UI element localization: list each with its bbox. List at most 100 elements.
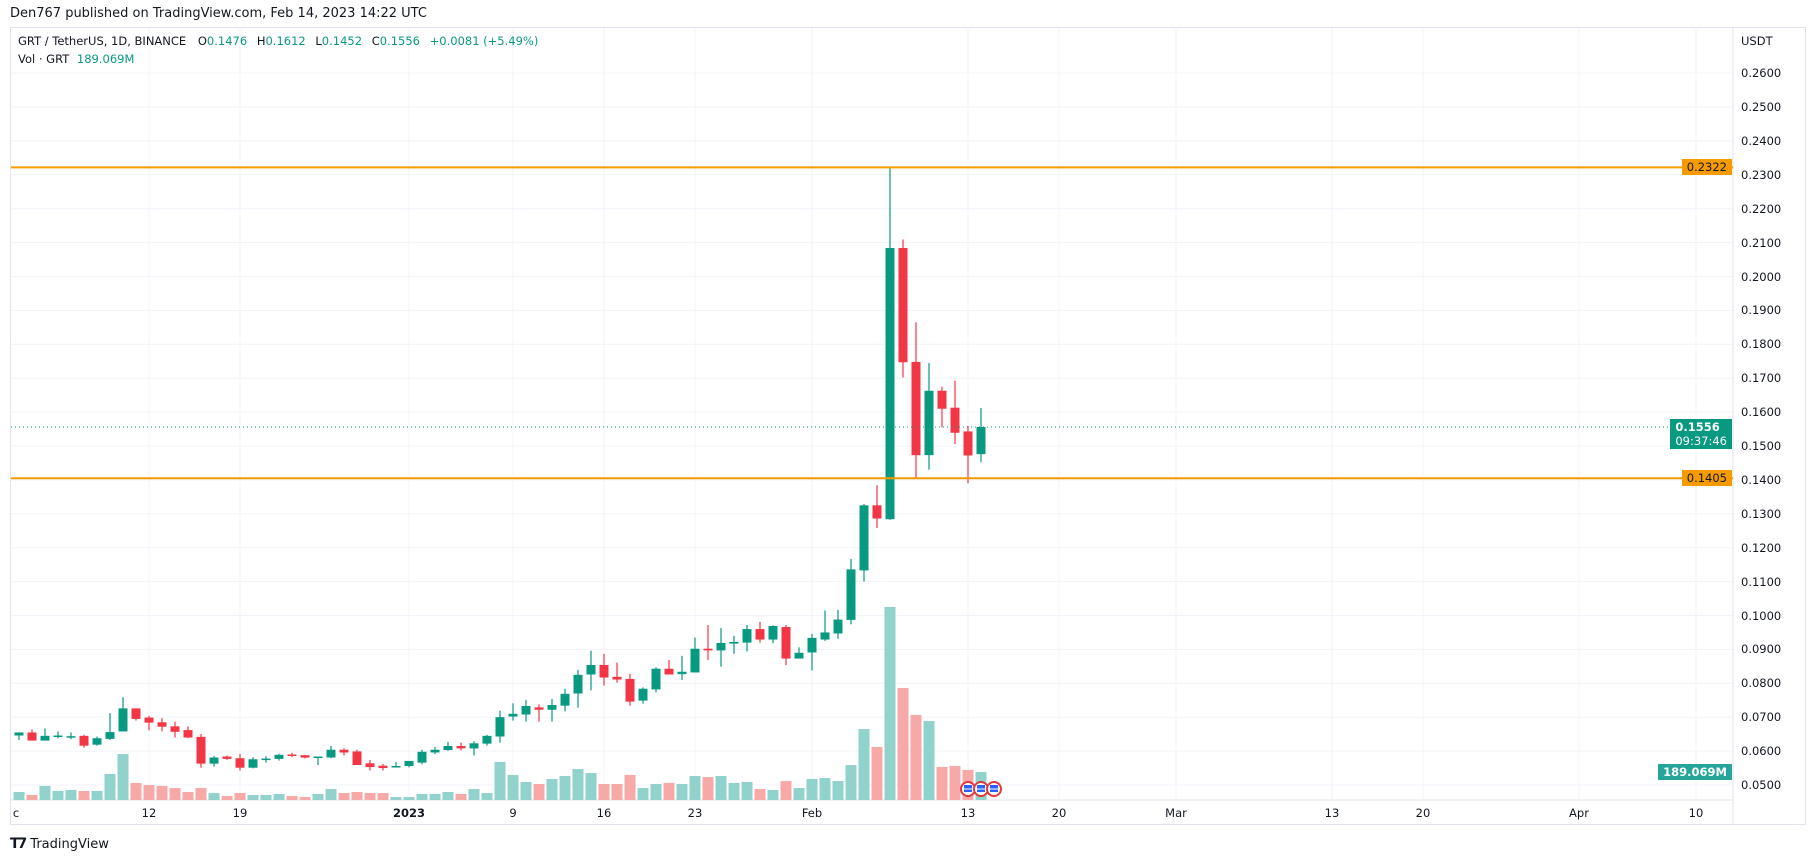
us-flag-event-icon[interactable] bbox=[973, 781, 989, 797]
candle-down bbox=[196, 736, 206, 764]
candle-up bbox=[820, 632, 830, 640]
candle-down bbox=[937, 390, 947, 409]
change-value: +0.0081 (+5.49%) bbox=[429, 34, 539, 48]
volume-bar bbox=[416, 793, 428, 800]
volume-bar bbox=[182, 792, 194, 800]
volume-bar bbox=[442, 792, 454, 800]
candle-up bbox=[495, 717, 505, 737]
time-tick-label: 20 bbox=[1051, 806, 1067, 820]
candle-down bbox=[755, 629, 765, 640]
candle-up bbox=[430, 749, 440, 753]
footer-brand[interactable]: T7 TradingView bbox=[10, 836, 109, 852]
volume-bar bbox=[39, 785, 51, 800]
candle-down bbox=[27, 732, 37, 741]
price-tick-label: 0.1200 bbox=[1741, 540, 1782, 555]
volume-bar bbox=[676, 784, 688, 800]
volume-value: 189.069M bbox=[76, 52, 135, 66]
volume-bar bbox=[884, 606, 896, 800]
candle-down bbox=[235, 758, 245, 768]
volume-legend: Vol · GRT 189.069M bbox=[18, 52, 134, 66]
volume-bar bbox=[299, 797, 311, 800]
horizontal-lines bbox=[11, 166, 1733, 480]
volume-bar bbox=[52, 790, 64, 800]
volume-label[interactable]: Vol · GRT bbox=[18, 52, 70, 66]
symbol-title[interactable]: GRT / TetherUS, 1D, BINANCE bbox=[18, 34, 187, 48]
volume-bars bbox=[13, 606, 987, 800]
volume-bar bbox=[481, 793, 493, 800]
last-price-tag: 0.1556 09:37:46 bbox=[1670, 419, 1732, 450]
candle-down bbox=[157, 722, 167, 727]
candle-down bbox=[963, 431, 973, 456]
candle-up bbox=[547, 704, 557, 710]
currency-label: USDT bbox=[1741, 34, 1773, 48]
volume-bar bbox=[520, 781, 532, 800]
volume-bar bbox=[741, 781, 753, 800]
close-value: 0.1556 bbox=[379, 34, 420, 48]
candle-up bbox=[105, 732, 115, 739]
volume-bar bbox=[273, 793, 285, 800]
candle-down bbox=[599, 664, 609, 678]
candle-down bbox=[950, 407, 960, 433]
price-tick-label: 0.1000 bbox=[1741, 608, 1782, 623]
candle-down bbox=[222, 756, 232, 759]
time-tick-label: 20 bbox=[1415, 806, 1431, 820]
time-tick-label: Mar bbox=[1165, 806, 1187, 820]
candle-up bbox=[976, 427, 986, 455]
candle-up bbox=[14, 732, 24, 736]
time-tick-label: 13 bbox=[960, 806, 976, 820]
candle-up bbox=[404, 760, 414, 767]
open-value: 0.1476 bbox=[206, 34, 248, 48]
volume-bar bbox=[104, 773, 116, 800]
price-tick-label: 0.1600 bbox=[1741, 405, 1782, 420]
volume-tag: 189.069M bbox=[1658, 763, 1732, 780]
volume-bar bbox=[910, 714, 922, 800]
time-tick-label: Feb bbox=[801, 806, 823, 820]
volume-bar bbox=[767, 789, 779, 800]
open-label: O bbox=[197, 34, 207, 48]
candle-down bbox=[339, 749, 349, 753]
candle-up bbox=[885, 248, 895, 520]
volume-bar bbox=[533, 784, 545, 800]
volume-bar bbox=[312, 793, 324, 800]
candle-up bbox=[924, 390, 934, 456]
volume-bar bbox=[624, 774, 636, 800]
candle-up bbox=[742, 629, 752, 643]
candle-up bbox=[521, 706, 531, 715]
candle-up bbox=[391, 766, 401, 768]
high-label: H bbox=[256, 34, 266, 48]
volume-bar bbox=[221, 796, 233, 800]
candle-up bbox=[118, 708, 128, 732]
candle-down bbox=[352, 751, 362, 765]
volume-bar bbox=[819, 778, 831, 800]
price-tick-label: 0.1300 bbox=[1741, 506, 1782, 521]
volume-bar bbox=[806, 778, 818, 800]
volume-bar bbox=[143, 785, 155, 800]
candle-down bbox=[456, 746, 466, 749]
candle-down bbox=[183, 730, 193, 738]
volume-bar bbox=[923, 721, 935, 800]
candle-down bbox=[703, 648, 713, 651]
candle-up bbox=[313, 756, 323, 759]
time-tick-label: 2023 bbox=[392, 806, 426, 820]
candle-up bbox=[690, 648, 700, 673]
volume-bar bbox=[728, 782, 740, 800]
us-flag-event-icon[interactable] bbox=[960, 781, 976, 797]
candle-down bbox=[131, 708, 141, 719]
candle-up bbox=[417, 751, 427, 763]
candle-up bbox=[40, 735, 50, 741]
low-label: L bbox=[315, 34, 322, 48]
volume-bar bbox=[715, 776, 727, 800]
time-tick-label: 23 bbox=[687, 806, 703, 820]
volume-bar bbox=[936, 766, 948, 800]
candle-down bbox=[287, 754, 297, 756]
volume-bar bbox=[78, 790, 90, 800]
time-tick-label: 12 bbox=[141, 806, 157, 820]
volume-bar bbox=[611, 784, 623, 800]
time-tick-label: 16 bbox=[596, 806, 612, 820]
price-tick-label: 0.2000 bbox=[1741, 269, 1782, 284]
us-flag-event-icon[interactable] bbox=[986, 781, 1002, 797]
high-value: 0.1612 bbox=[265, 34, 306, 48]
event-markers bbox=[960, 781, 1002, 797]
price-tick-label: 0.1400 bbox=[1741, 472, 1782, 487]
